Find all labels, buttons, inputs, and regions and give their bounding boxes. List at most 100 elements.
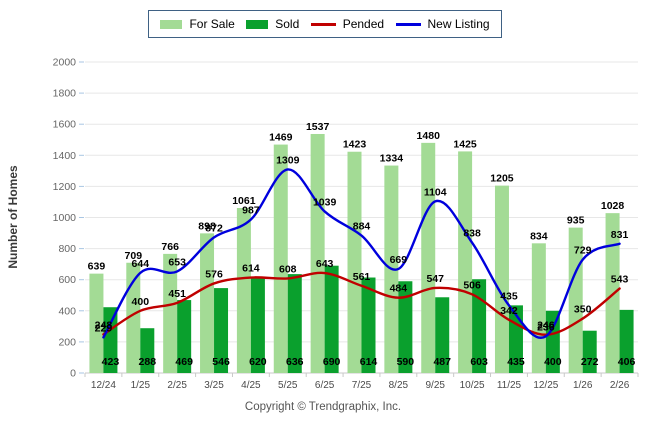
x-tick-label: 7/25 <box>352 380 372 391</box>
bar-for-sale <box>458 151 473 373</box>
legend-label: New Listing <box>427 17 490 31</box>
value-label-sold: 620 <box>249 356 267 368</box>
value-label-new-listing: 1104 <box>424 186 447 198</box>
x-tick-label: 2/25 <box>167 380 187 391</box>
bar-for-sale <box>494 185 509 373</box>
value-label-new-listing: 987 <box>242 205 260 217</box>
legend-label: For Sale <box>189 17 235 31</box>
value-label-pended: 506 <box>463 279 481 291</box>
y-tick-label: 600 <box>58 274 76 286</box>
y-tick-label: 2000 <box>53 57 77 69</box>
x-tick-label: 6/25 <box>315 380 335 391</box>
x-tick-label: 5/25 <box>278 380 298 391</box>
y-tick-label: 0 <box>70 368 76 380</box>
bar-for-sale <box>421 142 436 373</box>
value-label-pended: 246 <box>537 320 555 332</box>
value-label-new-listing: 872 <box>205 222 223 234</box>
bar-for-sale <box>531 243 546 373</box>
x-tick-label: 8/25 <box>389 380 409 391</box>
value-label-for-sale: 639 <box>88 261 106 273</box>
bar-sold <box>582 330 597 373</box>
bar-sold <box>177 300 192 373</box>
value-label-new-listing: 729 <box>574 245 592 257</box>
value-label-for-sale: 1469 <box>269 132 293 144</box>
bar-for-sale <box>236 208 251 373</box>
x-tick-label: 3/25 <box>204 380 224 391</box>
copyright-text: Copyright © Trendgraphix, Inc. <box>244 401 402 413</box>
value-label-for-sale: 935 <box>567 215 585 227</box>
value-label-new-listing: 838 <box>463 228 481 240</box>
value-label-pended: 543 <box>611 274 629 286</box>
bar-for-sale <box>310 133 325 373</box>
value-label-sold: 487 <box>433 356 451 368</box>
value-label-new-listing: 1039 <box>313 196 337 208</box>
value-label-for-sale: 1537 <box>306 121 330 133</box>
x-tick-label: 11/25 <box>497 380 522 391</box>
value-label-new-listing: 831 <box>611 229 629 241</box>
for-sale-swatch-icon <box>160 19 183 29</box>
value-label-for-sale: 766 <box>161 241 179 253</box>
bar-for-sale <box>273 144 288 373</box>
y-tick-label: 1400 <box>53 150 77 162</box>
x-tick-label: 4/25 <box>241 380 261 391</box>
value-label-new-listing: 236 <box>537 321 555 333</box>
bar-sold <box>103 307 118 373</box>
legend-label: Sold <box>275 17 300 31</box>
x-tick-label: 12/25 <box>533 380 558 391</box>
value-label-new-listing: 1309 <box>276 154 300 166</box>
y-tick-label: 1600 <box>53 119 77 131</box>
x-tick-label: 2/26 <box>610 380 630 391</box>
value-label-for-sale: 709 <box>125 250 143 262</box>
new-listing-line-swatch-icon <box>395 22 421 26</box>
value-label-sold: 590 <box>397 356 415 368</box>
pended-line <box>102 271 621 336</box>
bar-for-sale <box>200 233 215 373</box>
bar-for-sale <box>347 151 362 373</box>
legend-item-pended: Pended <box>310 17 384 31</box>
sold-swatch-icon <box>246 19 269 29</box>
y-tick-label: 1800 <box>53 88 77 100</box>
bar-sold <box>324 265 339 373</box>
pended-line-swatch-icon <box>310 22 336 26</box>
value-label-for-sale: 898 <box>198 220 216 232</box>
value-label-pended: 350 <box>574 304 592 316</box>
bar-sold <box>545 310 560 373</box>
value-label-new-listing: 669 <box>390 254 408 266</box>
value-label-sold: 435 <box>507 356 525 368</box>
value-label-pended: 342 <box>500 305 518 317</box>
x-tick-label: 12/24 <box>91 380 116 391</box>
bar-for-sale <box>163 253 178 373</box>
value-label-pended: 547 <box>426 273 444 285</box>
value-label-for-sale: 1425 <box>453 138 477 150</box>
value-label-for-sale: 834 <box>530 230 548 242</box>
value-label-sold: 288 <box>139 356 157 368</box>
bar-sold <box>140 328 155 373</box>
y-tick-label: 400 <box>58 305 76 317</box>
value-label-sold: 406 <box>618 356 636 368</box>
legend: For Sale Sold Pended New Listing <box>148 10 502 38</box>
value-label-sold: 614 <box>360 356 378 368</box>
value-label-sold: 690 <box>323 356 341 368</box>
bar-sold <box>435 297 450 373</box>
y-tick-label: 1000 <box>53 212 77 224</box>
bar-sold <box>398 281 413 373</box>
bar-sold <box>472 279 487 373</box>
value-label-for-sale: 1480 <box>417 130 441 142</box>
value-label-new-listing: 229 <box>95 322 113 334</box>
value-label-sold: 469 <box>175 356 193 368</box>
value-label-for-sale: 1334 <box>380 153 404 165</box>
value-label-sold: 423 <box>102 356 120 368</box>
value-label-for-sale: 1061 <box>232 195 256 207</box>
value-label-pended: 561 <box>353 271 371 283</box>
legend-item-new-listing: New Listing <box>395 17 490 31</box>
x-tick-label: 1/26 <box>573 380 593 391</box>
value-label-pended: 608 <box>279 263 297 275</box>
value-label-for-sale: 1423 <box>343 139 367 151</box>
value-label-pended: 248 <box>95 319 113 331</box>
bar-sold <box>619 309 634 373</box>
bar-for-sale <box>126 262 141 373</box>
legend-item-for-sale: For Sale <box>160 17 235 31</box>
value-label-new-listing: 653 <box>168 256 186 268</box>
